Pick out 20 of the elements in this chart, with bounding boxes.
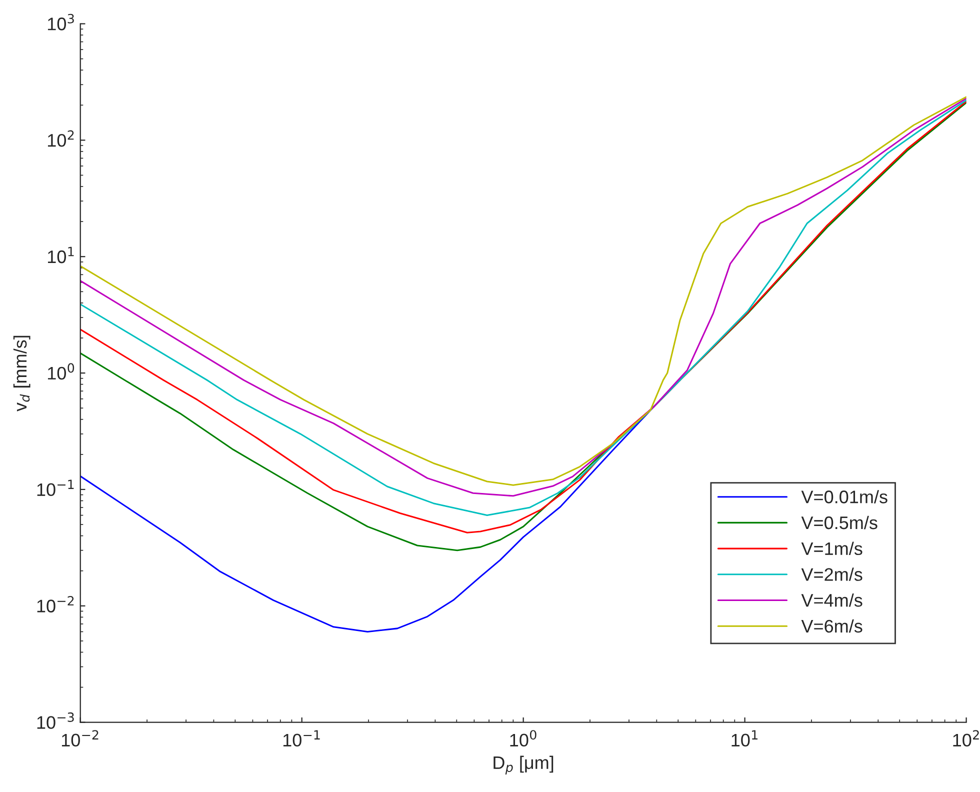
x-tick-label: 10$^{2}$ (953, 730, 979, 747)
legend-label: V=0.01m/s (801, 490, 888, 504)
y-tick-label: 10$^{−3}$ (37, 712, 74, 729)
y-tick-label: 10$^{1}$ (48, 246, 74, 264)
y-tick-label: 10$^{0}$ (48, 363, 74, 380)
x-tick-label: 10$^{1}$ (732, 730, 758, 747)
y-axis-title: v$_{d}$ [mm/s] (13, 336, 30, 412)
y-tick-label: 10$^{2}$ (48, 130, 74, 147)
y-tick-label: 10$^{−1}$ (37, 480, 74, 496)
x-axis-title: D$_{p}$ [μm] (494, 756, 554, 774)
y-tick-label: 10$^{−2}$ (37, 596, 74, 612)
x-tick-label: 10$^{−2}$ (62, 730, 98, 747)
y-tick-label: 10$^{3}$ (48, 14, 74, 30)
legend-label: V=0.5m/s (801, 516, 878, 530)
x-tick-label: 10$^{−1}$ (283, 730, 320, 747)
legend-label: V=4m/s (801, 594, 862, 607)
x-tick-label: 10$^{0}$ (510, 730, 536, 747)
legend-label: V=2m/s (801, 568, 862, 581)
legend-label: V=6m/s (801, 619, 862, 633)
legend-label: V=1m/s (801, 542, 862, 556)
